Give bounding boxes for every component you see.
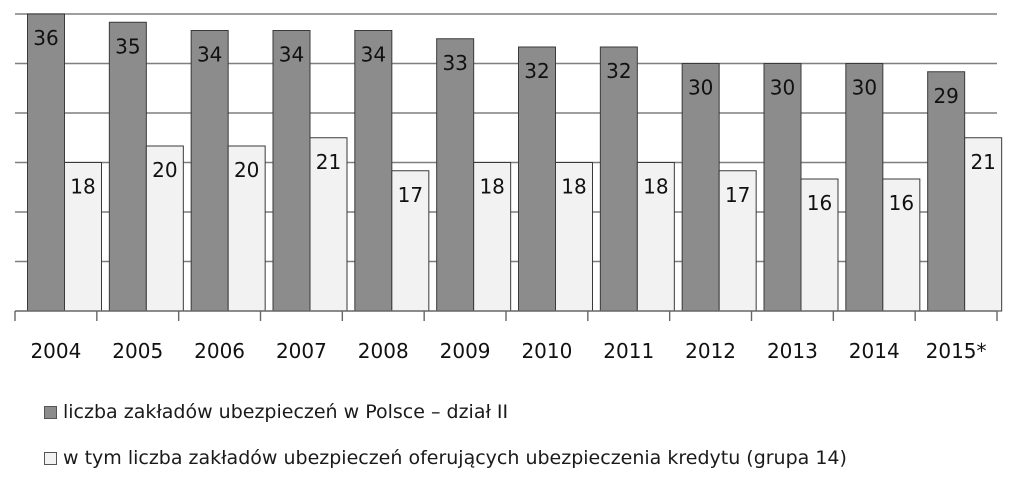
- data-label-series-2: 16: [807, 191, 832, 215]
- bar-series-2: [145, 145, 184, 312]
- data-label-series-2: 16: [889, 191, 914, 215]
- x-tick-label: 2015*: [926, 339, 987, 363]
- data-label-series-2: 18: [561, 175, 586, 199]
- x-tick-label: 2005: [112, 339, 163, 363]
- x-tick-label: 2008: [358, 339, 409, 363]
- legend-label-series-2: w tym liczba zakładów ubezpieczeń oferuj…: [63, 447, 847, 469]
- legend-swatch-series-1: [44, 405, 57, 419]
- bar-series-1: [927, 71, 966, 312]
- bar-series-1: [599, 46, 638, 312]
- x-tick-label: 2011: [603, 339, 654, 363]
- data-label-series-1: 34: [361, 43, 386, 67]
- bar-series-1: [845, 63, 884, 312]
- bar-series-2: [391, 170, 430, 312]
- data-label-series-1: 30: [852, 76, 877, 100]
- x-tick-label: 2014: [849, 339, 900, 363]
- bars: [27, 13, 1003, 312]
- data-label-series-1: 35: [115, 34, 140, 58]
- data-label-series-1: 34: [197, 43, 222, 67]
- data-label-series-1: 29: [933, 84, 958, 108]
- bar-series-2: [555, 162, 593, 312]
- bar-series-1: [272, 30, 311, 312]
- bar-series-1: [190, 30, 229, 312]
- data-label-series-2: 18: [643, 175, 668, 199]
- legend-item-series-2: w tym liczba zakładów ubezpieczeń oferuj…: [44, 447, 847, 469]
- bar-series-2: [64, 162, 102, 312]
- x-tick-label: 2004: [30, 339, 81, 363]
- value-labels: 36 18 35 20 34 20 34 21 34 17 33 18 32 18 32 18 30 17 30 16…: [33, 26, 996, 215]
- bar-series-1: [763, 63, 802, 312]
- x-tick-label: 2010: [521, 339, 572, 363]
- bar-series-2: [800, 178, 839, 312]
- bar-series-2: [718, 170, 757, 312]
- bar-series-1: [518, 46, 556, 312]
- data-label-series-1: 32: [606, 59, 631, 83]
- bar-series-2: [636, 162, 675, 312]
- data-label-series-2: 20: [234, 158, 259, 182]
- data-label-series-2: 18: [70, 175, 95, 199]
- bar-series-2: [227, 145, 266, 312]
- data-label-series-1: 33: [442, 51, 467, 75]
- bar-series-2: [309, 137, 348, 312]
- x-axis: 2004 2005 2006 2007 2008 2009 2010 2011 2012 2013…: [14, 310, 998, 363]
- bar-series-1: [108, 21, 147, 312]
- x-tick-label: 2006: [194, 339, 245, 363]
- data-label-series-2: 18: [479, 175, 504, 199]
- bar-series-2: [882, 178, 921, 312]
- x-tick-label: 2012: [685, 339, 736, 363]
- x-tick-label: 2007: [276, 339, 327, 363]
- bar-series-1: [436, 38, 475, 312]
- data-label-series-2: 21: [316, 150, 341, 174]
- legend-swatch-series-2: [44, 451, 57, 465]
- bar-series-1: [27, 13, 65, 312]
- data-label-series-1: 30: [688, 76, 713, 100]
- x-tick-label: 2009: [440, 339, 491, 363]
- data-label-series-1: 36: [33, 26, 58, 50]
- data-label-series-2: 21: [970, 150, 995, 174]
- legend-item-series-1: liczba zakładów ubezpieczeń w Polsce – d…: [44, 401, 508, 423]
- data-label-series-2: 17: [398, 183, 423, 207]
- data-label-series-1: 34: [279, 43, 304, 67]
- data-label-series-2: 20: [152, 158, 177, 182]
- x-tick-label: 2013: [767, 339, 818, 363]
- data-label-series-1: 30: [770, 76, 795, 100]
- legend-label-series-1: liczba zakładów ubezpieczeń w Polsce – d…: [63, 401, 509, 423]
- data-label-series-1: 32: [524, 59, 549, 83]
- bar-series-1: [354, 30, 393, 312]
- bar-series-2: [964, 137, 1003, 312]
- bar-series-1: [681, 63, 720, 312]
- bar-series-2: [473, 162, 512, 312]
- data-label-series-2: 17: [725, 183, 750, 207]
